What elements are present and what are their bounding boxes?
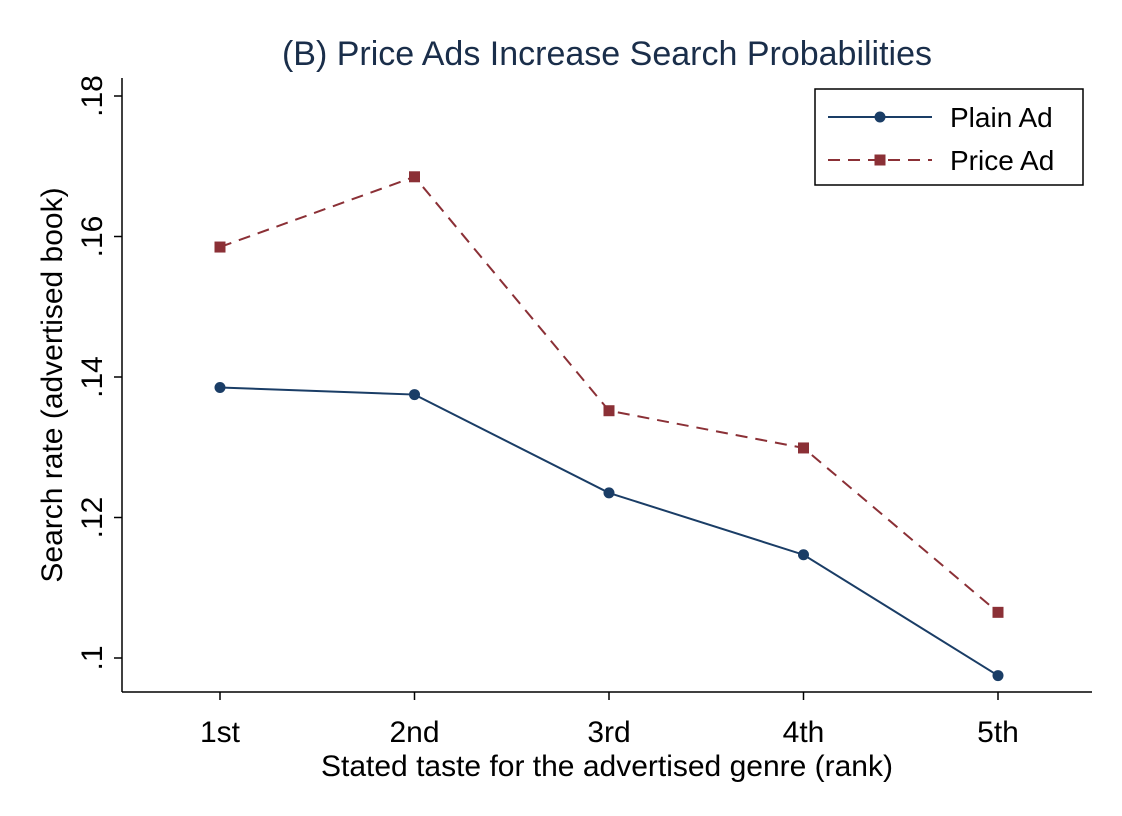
y-tick-label: .18 [76, 75, 109, 117]
y-axis-label: Search rate (advertised book) [36, 187, 69, 582]
x-tick-label: 3rd [587, 716, 630, 749]
legend-box [814, 88, 1084, 186]
series-line-plain-ad [219, 386, 999, 677]
legend-label-price-ad: Price Ad [950, 145, 1054, 176]
data-point-price-ad [798, 442, 809, 454]
legend-marker-price-ad [874, 154, 886, 166]
data-point-price-ad [409, 171, 420, 183]
legend-label-plain-ad: Plain Ad [950, 102, 1053, 133]
x-axis-label: Stated taste for the advertised genre (r… [321, 750, 893, 783]
data-point-price-ad [992, 606, 1004, 618]
y-tick-label: .16 [76, 216, 109, 258]
axes [121, 78, 1092, 693]
x-ticks: 1st 2nd 3rd 4th 5th [200, 692, 1019, 749]
series-line-price-ad [219, 175, 999, 614]
series-layer [214, 171, 1004, 682]
data-point-plain-ad [798, 549, 809, 561]
data-point-plain-ad [409, 389, 420, 401]
data-point-plain-ad [992, 670, 1004, 682]
x-tick-label: 5th [977, 716, 1019, 749]
data-point-price-ad [214, 241, 226, 253]
x-tick-label: 1st [200, 716, 241, 749]
y-tick-label: .12 [76, 497, 109, 539]
data-point-price-ad [603, 405, 615, 417]
legend-marker-plain-ad [874, 111, 886, 123]
y-tick-label: .14 [76, 356, 109, 398]
chart-title: (B) Price Ads Increase Search Probabilit… [282, 35, 932, 73]
y-ticks: .1 .12 .14 .16 .18 [76, 75, 122, 671]
data-point-plain-ad [603, 487, 615, 499]
legend: Plain Ad Price Ad [814, 88, 1084, 186]
x-tick-label: 4th [783, 716, 825, 749]
data-point-plain-ad [214, 382, 226, 394]
y-tick-label: .1 [76, 645, 109, 670]
x-tick-label: 2nd [389, 716, 439, 749]
